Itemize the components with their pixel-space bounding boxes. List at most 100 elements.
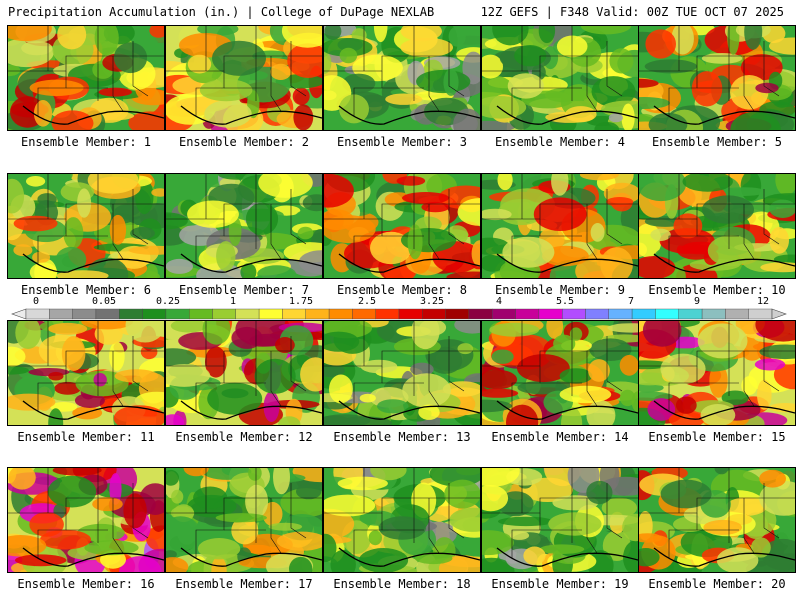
coastline — [496, 105, 638, 125]
ensemble-member-label: Ensemble Member: 16 — [17, 577, 155, 591]
colorbar-tick-label: 12 — [756, 296, 770, 307]
colorbar-swatch — [119, 308, 143, 320]
precip-contour — [276, 531, 322, 551]
precip-contour — [459, 536, 480, 550]
ensemble-member-panel[interactable]: Ensemble Member: 18 — [323, 467, 481, 591]
precip-contour — [489, 322, 540, 337]
precip-contour — [751, 537, 771, 558]
precip-contour — [298, 250, 322, 275]
ensemble-member-panel[interactable]: Ensemble Member: 15 — [638, 320, 796, 444]
precip-contour — [482, 399, 512, 413]
precip-contour — [204, 100, 252, 128]
precip-contour — [498, 516, 554, 527]
precip-contour — [402, 192, 450, 204]
precip-contour — [400, 26, 442, 42]
state-border — [324, 350, 480, 367]
state-border — [270, 351, 282, 407]
precip-contour — [94, 26, 119, 56]
ensemble-member-label: Ensemble Member: 10 — [648, 283, 786, 297]
coastline — [180, 253, 322, 273]
state-border — [132, 336, 149, 392]
precip-contour — [482, 54, 503, 79]
state-border — [353, 513, 383, 558]
precip-contour — [57, 26, 87, 50]
precip-contour — [619, 389, 636, 407]
ensemble-member-panel[interactable]: Ensemble Member: 17 — [165, 467, 323, 591]
precip-contour — [539, 544, 585, 554]
state-border — [112, 351, 124, 407]
state-border — [448, 336, 465, 392]
precip-contour — [81, 321, 134, 330]
precip-map — [7, 467, 165, 573]
precip-contour — [193, 486, 228, 509]
ensemble-member-panel[interactable]: Ensemble Member: 16 — [7, 467, 165, 591]
ensemble-member-panel[interactable]: Ensemble Member: 4 — [481, 25, 639, 149]
ensemble-member-label: Ensemble Member: 8 — [336, 283, 468, 297]
state-border — [290, 41, 307, 97]
precip-contour — [546, 321, 564, 339]
ensemble-member-panel[interactable]: Ensemble Member: 10 — [638, 173, 796, 297]
colorbar-swatch — [468, 308, 493, 320]
ensemble-member-panel[interactable]: Ensemble Member: 20 — [638, 467, 796, 591]
state-border — [482, 497, 638, 514]
precip-contour — [245, 484, 269, 518]
precip-contour — [639, 78, 659, 88]
state-border — [743, 498, 755, 554]
state-border — [586, 204, 598, 260]
ensemble-member-panel[interactable]: Ensemble Member: 6 — [7, 173, 165, 297]
precip-contour — [358, 548, 409, 572]
state-border — [668, 71, 698, 116]
precip-contour — [212, 40, 266, 76]
precip-contour — [77, 188, 92, 218]
ensemble-member-panel[interactable]: Ensemble Member: 2 — [165, 25, 323, 149]
ensemble-member-panel[interactable]: Ensemble Member: 9 — [481, 173, 639, 297]
precip-contour — [721, 390, 749, 406]
ensemble-member-panel[interactable]: Ensemble Member: 3 — [323, 25, 481, 149]
ensemble-member-panel[interactable]: Ensemble Member: 19 — [481, 467, 639, 591]
precip-contour — [48, 408, 64, 425]
state-border — [511, 366, 541, 411]
coastline — [22, 547, 164, 567]
precip-contour — [588, 359, 610, 382]
precip-contour — [648, 112, 688, 130]
state-border — [606, 41, 623, 97]
state-border — [290, 336, 307, 392]
precip-contour — [754, 358, 786, 371]
ensemble-member-panel[interactable]: Ensemble Member: 5 — [638, 25, 796, 149]
precip-contour — [270, 63, 292, 80]
coastline — [653, 547, 795, 567]
ensemble-member-panel[interactable]: Ensemble Member: 14 — [481, 320, 639, 444]
precip-contour — [548, 512, 602, 536]
precip-map — [7, 320, 165, 426]
precip-contour — [418, 404, 440, 420]
precip-contour — [400, 37, 453, 58]
colorbar-swatch — [631, 308, 656, 320]
state-border — [606, 483, 623, 539]
coastline — [338, 400, 480, 420]
colorbar-tick-label: 0 — [32, 296, 40, 307]
precip-contour — [324, 174, 354, 208]
precip-contour — [240, 263, 257, 278]
ensemble-member-panel[interactable]: Ensemble Member: 11 — [7, 320, 165, 444]
precip-contour — [744, 26, 763, 50]
state-border — [195, 366, 225, 411]
precip-contour — [402, 373, 451, 408]
precip-contour — [360, 359, 398, 374]
ensemble-member-panel[interactable]: Ensemble Member: 8 — [323, 173, 481, 297]
precip-contour — [697, 323, 748, 359]
colorbar-tick-label: 3.25 — [419, 296, 445, 307]
colorbar-swatch — [725, 308, 749, 320]
precip-contour — [506, 404, 539, 425]
colorbar-min-arrow — [11, 308, 27, 320]
precip-contour — [492, 26, 529, 46]
precip-contour — [8, 366, 29, 375]
ensemble-member-panel[interactable]: Ensemble Member: 1 — [7, 25, 165, 149]
ensemble-member-panel[interactable]: Ensemble Member: 13 — [323, 320, 481, 444]
state-border — [511, 71, 541, 116]
model-valid-time: 12Z GEFS | F348 Valid: 00Z TUE OCT 07 20… — [480, 5, 784, 19]
ensemble-member-panel[interactable]: Ensemble Member: 7 — [165, 173, 323, 297]
precip-contour — [601, 497, 638, 518]
ensemble-member-panel[interactable]: Ensemble Member: 12 — [165, 320, 323, 444]
precip-contour — [216, 241, 236, 272]
precip-contour — [703, 519, 742, 535]
